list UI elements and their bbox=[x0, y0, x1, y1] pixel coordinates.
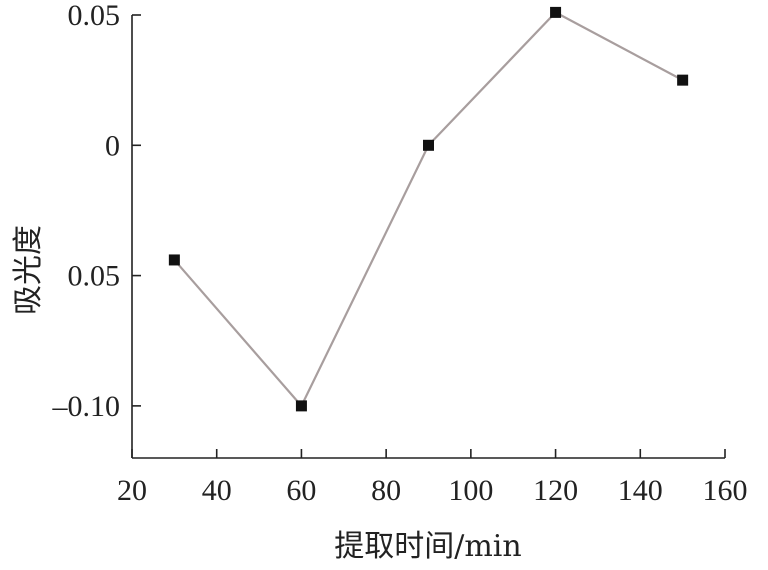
data-point-marker bbox=[423, 139, 434, 151]
x-tick-label: 20 bbox=[117, 474, 147, 507]
y-tick-label: 0 bbox=[105, 129, 120, 162]
y-axis-title: 吸光度 bbox=[11, 225, 46, 315]
data-point-marker bbox=[677, 74, 689, 86]
y-tick-label: 0.05 bbox=[68, 0, 121, 32]
axes bbox=[131, 15, 725, 459]
x-tick-label: 80 bbox=[371, 474, 401, 507]
y-ticks: 0.05 0 0.05 –0.10 bbox=[52, 0, 141, 423]
series-group bbox=[168, 6, 689, 412]
x-tick-label: 140 bbox=[618, 474, 663, 507]
x-tick-label: 120 bbox=[533, 474, 578, 507]
x-tick-label: 160 bbox=[703, 474, 748, 507]
x-tick-label: 40 bbox=[202, 474, 232, 507]
data-point-marker bbox=[168, 254, 180, 266]
series-line bbox=[173, 11, 684, 408]
data-point-marker bbox=[295, 400, 307, 412]
x-tick-label: 60 bbox=[286, 474, 316, 507]
x-axis-title: 提取时间/min bbox=[334, 529, 521, 564]
data-point-marker bbox=[550, 6, 562, 18]
x-ticks: 20 40 60 80 100 120 140 160 bbox=[117, 449, 748, 507]
y-tick-label: 0.05 bbox=[68, 260, 121, 293]
y-tick-label: –0.10 bbox=[52, 390, 121, 423]
x-tick-label: 100 bbox=[448, 474, 493, 507]
